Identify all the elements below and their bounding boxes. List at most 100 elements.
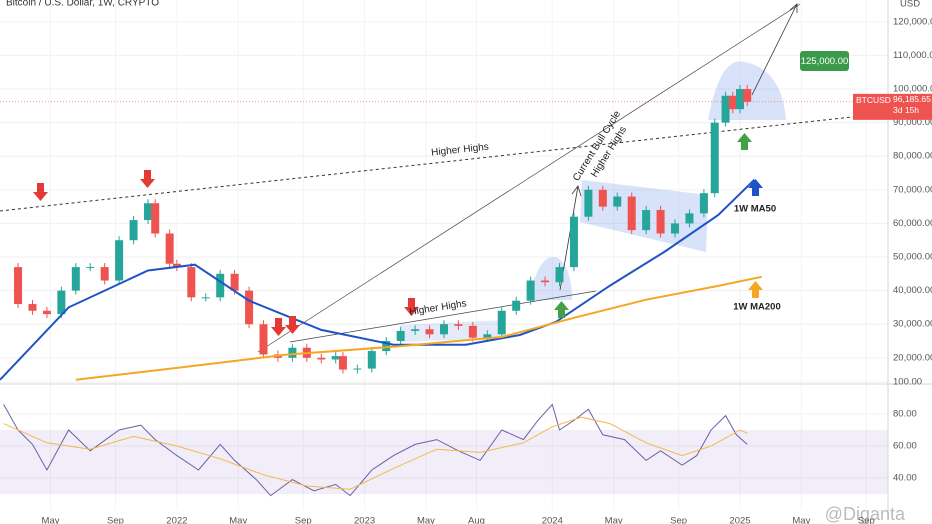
- candle: [396, 330, 405, 342]
- candle: [425, 329, 434, 335]
- candle: [382, 341, 391, 352]
- candle: [584, 189, 593, 217]
- ticker-symbol: BTCUSD: [856, 95, 891, 105]
- y-tick-label: 90,000.00: [893, 117, 932, 128]
- candle: [71, 267, 80, 291]
- y-tick-label: 100.00: [893, 377, 922, 388]
- candle: [627, 196, 636, 231]
- projection-head: [789, 3, 798, 13]
- sell-arrow: [33, 183, 48, 201]
- y-tick-label: 80,000.00: [893, 151, 932, 162]
- candle: [172, 263, 181, 268]
- y-tick-label: 40.00: [893, 473, 917, 484]
- series-line: [3, 403, 748, 497]
- candle: [526, 280, 535, 301]
- y-tick-label: 110,000.00: [893, 50, 932, 61]
- candle: [245, 290, 254, 325]
- candle: [743, 89, 752, 102]
- projection-head: [571, 185, 582, 197]
- candle: [259, 324, 268, 355]
- x-tick-label: 2023: [354, 516, 375, 524]
- candle: [100, 267, 109, 281]
- candle: [642, 209, 651, 231]
- candle: [685, 213, 694, 224]
- candle: [555, 267, 564, 283]
- y-tick-label: 30,000.00: [893, 319, 932, 330]
- watermark: @Diganta: [825, 504, 906, 524]
- candle: [454, 324, 463, 326]
- signal-arrow: [404, 298, 419, 316]
- x-tick-label: Aug: [468, 516, 485, 524]
- y-tick-label: 80.00: [893, 409, 917, 420]
- countdown: 3d 15h: [893, 105, 919, 115]
- x-tick-label: 2025: [729, 516, 750, 524]
- candle: [367, 351, 376, 369]
- candle: [144, 203, 152, 221]
- candle: [331, 356, 340, 360]
- candle: [512, 300, 521, 311]
- ma200-arrow: [748, 281, 763, 298]
- x-tick-label: Sep: [858, 516, 875, 524]
- buy-signal-arrow: [285, 316, 300, 334]
- candle: [671, 223, 680, 234]
- target-box: [800, 51, 849, 71]
- y-tick-label: 70,000.00: [893, 184, 932, 195]
- x-tick-label: 2022: [166, 516, 187, 524]
- candle: [201, 297, 210, 299]
- ma200-label: 1W MA200: [733, 302, 781, 313]
- plot: [0, 85, 888, 497]
- candle: [411, 329, 420, 331]
- x-tick-label: May: [417, 516, 435, 524]
- y-tick-label: 20,000.00: [893, 352, 932, 363]
- buy-signal-arrow: [271, 318, 286, 336]
- range-2023: [400, 320, 505, 342]
- currency: USD: [900, 0, 920, 10]
- chart-title: Bitcoin / U.S. Dollar, 1W, CRYPTO: [6, 0, 159, 9]
- x-tick-label: Sep: [670, 516, 687, 524]
- candle: [541, 280, 550, 283]
- candle: [57, 290, 66, 315]
- sell-arrow: [140, 170, 155, 188]
- rsi-band: [0, 430, 888, 494]
- candle: [28, 304, 37, 311]
- candle: [216, 273, 225, 298]
- up-arrow: [554, 301, 569, 318]
- candle: [187, 267, 196, 298]
- x-tick-label: May: [42, 516, 60, 524]
- x-tick-label: May: [229, 516, 247, 524]
- signal-arrows: [33, 133, 763, 336]
- candle: [86, 267, 95, 269]
- candle: [728, 95, 737, 110]
- x-tick-label: Sep: [295, 516, 312, 524]
- projection: [751, 3, 798, 96]
- candle: [353, 368, 362, 370]
- candle: [699, 193, 708, 214]
- candle: [468, 325, 477, 338]
- candle: [736, 89, 744, 110]
- series-line: [3, 416, 748, 490]
- ma50-arrow: [748, 179, 763, 196]
- y-tick-label: 50,000.00: [893, 252, 932, 263]
- price-tag: [853, 93, 932, 120]
- candle: [14, 267, 23, 305]
- x-tick-label: May: [605, 516, 623, 524]
- x-tick-label: May: [792, 516, 810, 524]
- candle: [129, 220, 138, 241]
- y-tick-label: 60.00: [893, 441, 917, 452]
- trendline-higher-highs: [0, 112, 889, 212]
- series-line: [75, 275, 762, 381]
- up-arrow: [737, 133, 752, 150]
- candle: [569, 216, 578, 268]
- target-label: 125,000.00: [801, 56, 849, 67]
- y-tick-label: 120,000.00: [893, 16, 932, 27]
- y-tick-label: 60,000.00: [893, 218, 932, 229]
- ticker-price: 96,185.65: [893, 94, 931, 104]
- channel-line: [257, 3, 801, 353]
- grid: [0, 0, 888, 510]
- candle: [288, 347, 297, 358]
- candle: [656, 209, 665, 234]
- y-tick-label: 100,000.00: [893, 84, 932, 95]
- x-tick-label: 2024: [542, 516, 563, 524]
